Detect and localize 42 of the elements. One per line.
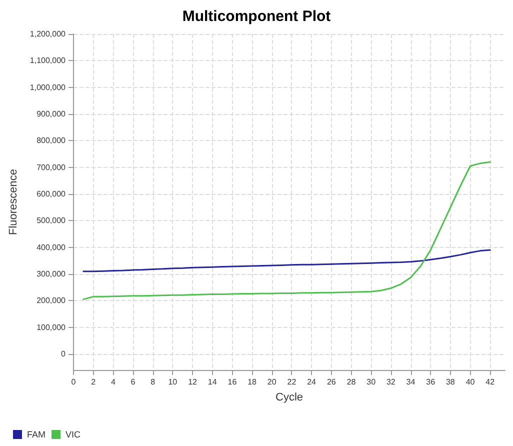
- x-tick-label: 18: [248, 378, 258, 386]
- y-tick-label: 200,000: [36, 296, 66, 306]
- x-tick-label: 38: [446, 378, 456, 386]
- x-tick-label: 12: [188, 378, 198, 386]
- line-series: [82, 249, 491, 272]
- x-tick-label: 30: [366, 378, 376, 386]
- y-tick-label: 0: [61, 350, 66, 358]
- y-tick-label: 600,000: [36, 190, 66, 198]
- x-tick-label: 26: [326, 378, 336, 386]
- x-tick-label: 36: [426, 378, 436, 386]
- x-tick-label: 2: [91, 378, 96, 386]
- x-tick-label: 6: [130, 378, 136, 386]
- y-tick-label: 1,200,000: [30, 30, 66, 38]
- line-series: [82, 161, 491, 300]
- y-tick-label: 100,000: [36, 322, 66, 332]
- x-tick-label: 8: [150, 378, 156, 386]
- y-tick-label: 500,000: [36, 216, 66, 226]
- x-tick-label: 16: [228, 378, 238, 386]
- chart-title: Multicomponent Plot: [182, 8, 331, 25]
- x-tick-label: 32: [386, 378, 396, 386]
- x-tick-label: 24: [307, 378, 317, 386]
- y-tick-label: 1,100,000: [30, 56, 66, 66]
- x-tick-label: 42: [486, 378, 496, 386]
- y-tick-label: 300,000: [36, 270, 66, 278]
- legend-label: VIC: [66, 430, 82, 440]
- x-tick-label: 14: [208, 378, 218, 386]
- y-tick-label: 900,000: [36, 110, 66, 118]
- x-tick-label: 0: [71, 378, 76, 386]
- x-tick-label: 22: [287, 378, 297, 386]
- x-tick-label: 10: [168, 378, 178, 386]
- y-tick-label: 400,000: [36, 242, 66, 252]
- y-tick-label: 1,000,000: [30, 82, 66, 92]
- x-axis-title: Cycle: [275, 392, 304, 404]
- x-tick-label: 34: [406, 378, 416, 386]
- x-tick-label: 20: [267, 378, 277, 386]
- x-tick-label: 4: [110, 378, 116, 386]
- x-tick-label: 40: [466, 378, 476, 386]
- x-tick-label: 28: [346, 378, 356, 386]
- y-tick-label: 700,000: [36, 162, 66, 172]
- y-axis-title: Fluorescence: [8, 168, 20, 236]
- y-tick-label: 800,000: [36, 136, 66, 146]
- legend-label: FAM: [27, 430, 46, 440]
